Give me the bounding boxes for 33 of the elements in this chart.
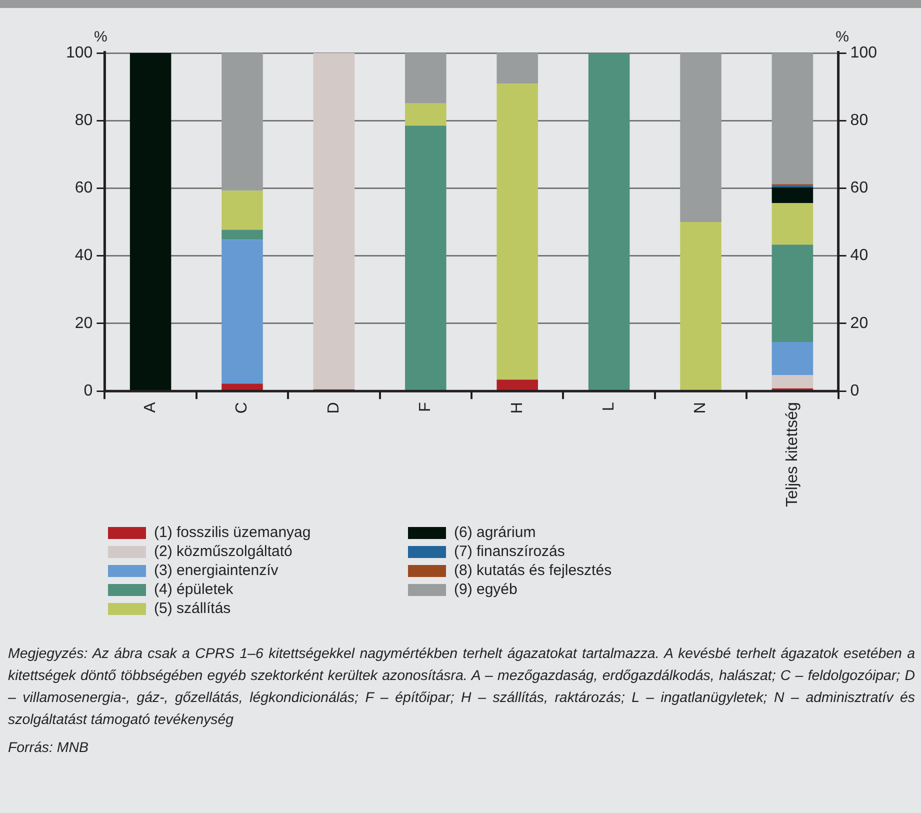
x-tick-label: A bbox=[142, 402, 159, 413]
y2-tick-label: 60 bbox=[850, 180, 868, 197]
text: Forrás: MNB bbox=[8, 739, 90, 758]
legend-label: (1) fosszilis üzemanyag bbox=[154, 524, 311, 541]
legend-label: (2) közműszolgáltató bbox=[154, 543, 292, 560]
x-tick-label: Teljes kitettség bbox=[784, 402, 801, 507]
y2-axis-title: % bbox=[836, 28, 849, 46]
legend-label: (9) egyéb bbox=[454, 581, 518, 598]
legend-label: (5) szállítás bbox=[154, 600, 231, 617]
legend-label: (3) energiaintenzív bbox=[154, 562, 278, 579]
y-tick-label: 0 bbox=[84, 382, 93, 400]
x-tick-label: D bbox=[325, 402, 342, 414]
legend-label: (6) agrárium bbox=[454, 524, 536, 541]
x-tick-label: N bbox=[692, 402, 710, 414]
y-tick-label: 60 bbox=[74, 180, 93, 197]
text: Megjegyzés: Az ábra csak a CPRS 1–6 kitettségekkel nagymértékben terhelt ágazatokat tartalmazza. A kevésbé terhelt ágazatok esetében a kitettségek döntő többségében egyéb szektorként kerültek azonosításra. A – mezőgazdaság, erdőgazdálkodás, halászat; C – feldolgozóipar; D – villamosenergia-, gáz-, gőzellátás, légkondicionálás; F – építőipar; H – szállítás, raktározás; L – ingatlanügyletek; N – adminisztratív és szolgáltatást támogató tevékenység bbox=[8, 645, 915, 730]
y-tick-label: 100 bbox=[66, 44, 93, 62]
x-tick-label: F bbox=[417, 402, 434, 412]
legend-label: (7) finanszírozás bbox=[454, 543, 565, 560]
y-tick-label: 20 bbox=[74, 314, 93, 332]
x-tick-label: C bbox=[234, 402, 251, 414]
y-tick-label: 40 bbox=[74, 247, 93, 264]
legend-label: (8) kutatás és fejlesztés bbox=[454, 562, 612, 579]
x-tick-label: H bbox=[508, 402, 526, 414]
x-tick-label: L bbox=[600, 402, 618, 411]
y2-tick-label: 80 bbox=[850, 112, 868, 130]
y2-tick-label: 40 bbox=[850, 247, 868, 264]
y-axis-title: % bbox=[94, 28, 108, 46]
y2-tick-label: 100 bbox=[850, 44, 878, 62]
legend-label: (4) épületek bbox=[154, 581, 234, 598]
y2-tick-label: 20 bbox=[850, 314, 868, 332]
y-tick-label: 80 bbox=[74, 112, 93, 130]
y2-tick-label: 0 bbox=[850, 382, 860, 400]
